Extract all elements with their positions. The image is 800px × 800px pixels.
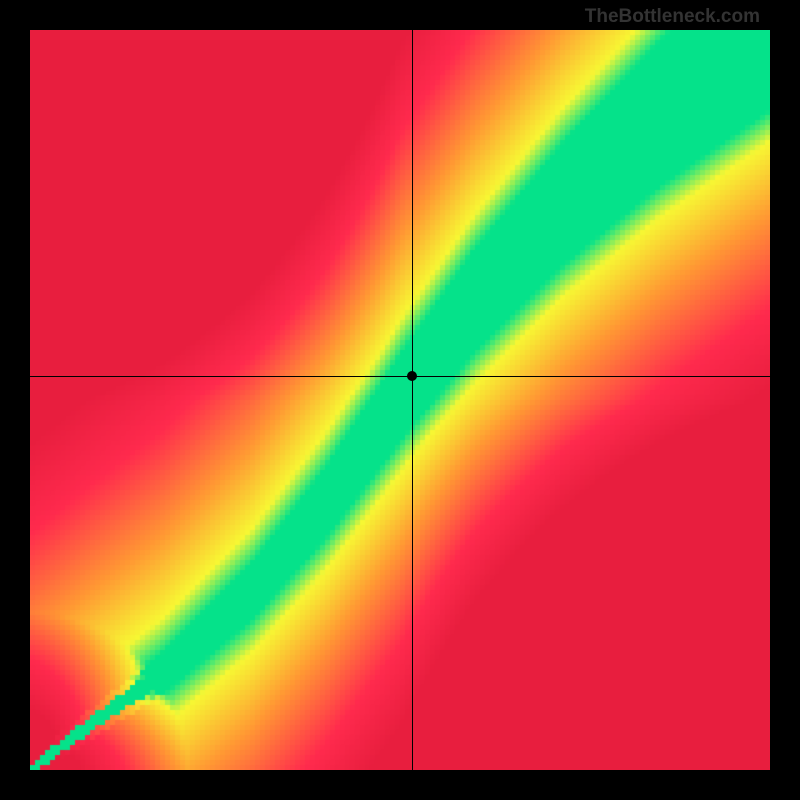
crosshair-horizontal (30, 376, 770, 377)
marker-dot (407, 371, 417, 381)
crosshair-vertical (412, 30, 413, 770)
watermark-text: TheBottleneck.com (585, 6, 760, 28)
heatmap-plot (30, 30, 770, 770)
heatmap-canvas (30, 30, 770, 770)
